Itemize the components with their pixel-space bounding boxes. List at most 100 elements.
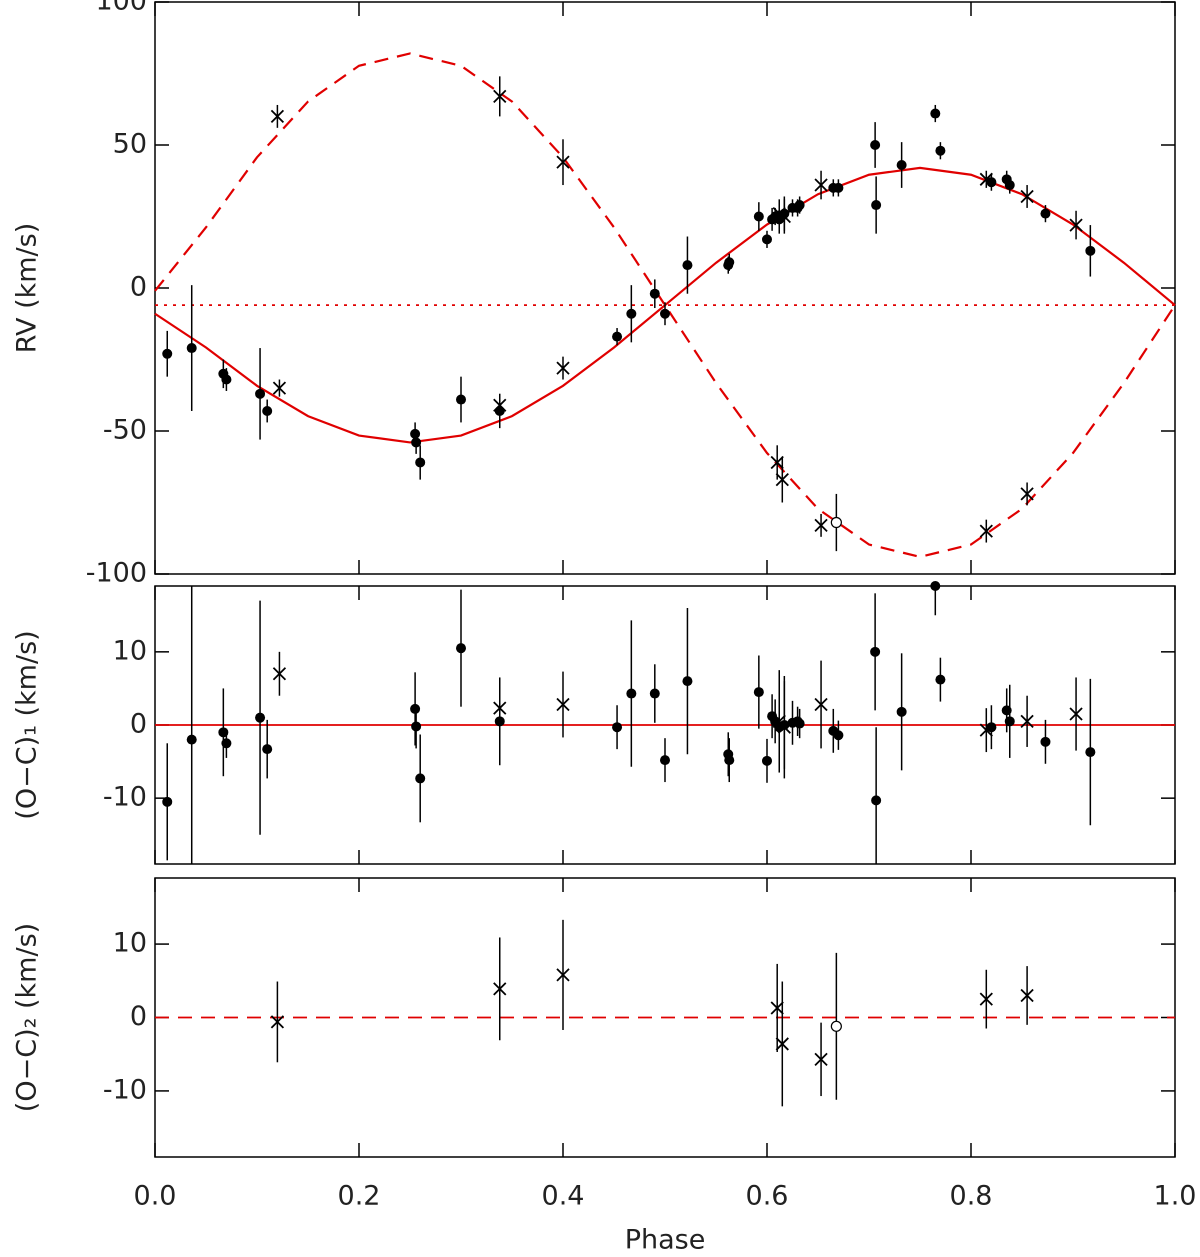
data-point (660, 755, 670, 766)
model-curve (154, 52, 1176, 558)
data-point (626, 308, 637, 319)
data-point (255, 712, 266, 723)
data-point (1069, 707, 1083, 721)
data-point (1004, 716, 1015, 727)
data-point (410, 703, 421, 714)
cross-stroke (493, 982, 507, 996)
y-tick-label: -50 (103, 415, 147, 446)
data-point (871, 795, 882, 806)
cross-stroke (770, 455, 784, 470)
data-point (814, 697, 828, 712)
data-point (1069, 218, 1083, 232)
data-point (221, 374, 232, 385)
data-point (833, 730, 844, 741)
y-tick-label: 10 (113, 928, 147, 959)
cross-stroke (814, 518, 828, 533)
data-point (186, 343, 197, 354)
cross-stroke (979, 172, 993, 186)
y-tick-label: 10 (113, 635, 147, 666)
data-point (626, 688, 637, 699)
cross-stroke (770, 1001, 784, 1015)
data-point (794, 200, 805, 211)
data-point (930, 581, 941, 591)
data-point (762, 234, 772, 245)
x-tick-label: 1.0 (1154, 1181, 1197, 1212)
data-point (415, 457, 426, 468)
data-point (1020, 487, 1034, 501)
data-point (1020, 189, 1034, 204)
cross-stroke (272, 667, 287, 681)
y-axis-label: (O−C)₁ (km/s) (12, 630, 43, 819)
cross-stroke (272, 381, 287, 395)
data-point (556, 155, 570, 169)
cross-stroke (556, 968, 570, 982)
data-point (830, 1020, 842, 1032)
cross-stroke (556, 361, 570, 375)
cross-stroke (1069, 707, 1083, 721)
data-point (272, 667, 287, 681)
data-point (1004, 180, 1015, 191)
cross-stroke (493, 398, 507, 412)
data-point (870, 140, 881, 150)
y-tick-label: 0 (130, 709, 147, 740)
data-point (770, 455, 784, 470)
data-point (986, 177, 997, 188)
data-point (456, 643, 466, 654)
data-point (896, 706, 907, 717)
data-point (753, 211, 764, 222)
cross-stroke (1069, 218, 1083, 232)
data-point (979, 524, 993, 538)
data-point (556, 361, 570, 375)
y-tick-label: -100 (86, 558, 147, 589)
data-point (410, 428, 421, 439)
cross-stroke (1020, 487, 1034, 501)
data-point (493, 398, 507, 412)
data-point (1020, 714, 1034, 728)
data-point (262, 744, 273, 755)
data-point (896, 160, 907, 171)
cross-stroke (775, 472, 789, 487)
data-point (612, 722, 623, 733)
data-point (1085, 747, 1096, 758)
data-point (649, 288, 660, 299)
data-point (777, 720, 791, 734)
cross-stroke (493, 89, 507, 104)
x-tick-label: 0.4 (542, 1181, 585, 1212)
x-tick-label: 0.0 (134, 1181, 177, 1212)
data-point (814, 1052, 828, 1066)
data-point (830, 516, 842, 529)
data-point (556, 968, 570, 982)
cross-stroke (493, 701, 507, 715)
data-point (724, 257, 735, 268)
data-point (724, 755, 735, 766)
data-point (262, 405, 273, 416)
cross-stroke (1020, 714, 1034, 728)
cross-stroke (556, 155, 570, 169)
data-point (870, 646, 881, 657)
data-point (814, 178, 828, 192)
cross-stroke (777, 209, 791, 224)
data-point (1020, 988, 1034, 1003)
cross-stroke (979, 524, 993, 538)
data-point (777, 209, 791, 224)
cross-stroke (270, 109, 285, 124)
data-point (649, 688, 660, 699)
cross-stroke (814, 1052, 828, 1066)
data-point (411, 721, 422, 732)
data-point (794, 718, 805, 729)
data-point (186, 734, 197, 745)
data-point (979, 172, 993, 186)
data-point (221, 738, 232, 749)
data-point (762, 755, 772, 766)
cross-stroke (777, 720, 791, 734)
cross-stroke (979, 992, 993, 1006)
cross-stroke (1020, 988, 1034, 1003)
data-point (1040, 736, 1051, 747)
data-point (493, 701, 507, 715)
data-point (255, 388, 266, 399)
cross-stroke (814, 178, 828, 192)
cross-stroke (772, 207, 786, 221)
data-point (979, 992, 993, 1006)
data-point (833, 182, 844, 193)
